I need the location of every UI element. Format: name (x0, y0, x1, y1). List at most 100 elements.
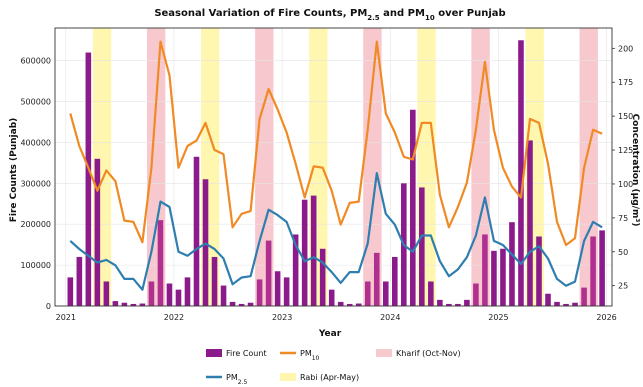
fire-count-bar-57 (581, 287, 587, 306)
fire-count-bar-45 (473, 283, 479, 306)
y-left-tick-label-6: 600000 (20, 57, 51, 66)
fire-count-bar-13 (184, 277, 191, 306)
legend-item-pm10: PM10 (280, 349, 320, 362)
fire-count-bar-32 (355, 303, 362, 306)
fire-count-bar-56 (572, 302, 578, 306)
fire-count-bar-48 (500, 248, 506, 306)
title-sub-1: 2.5 (367, 14, 380, 22)
legend-label-pm10: PM10 (300, 349, 320, 362)
fire-count-bar-2 (85, 52, 92, 306)
chart-title: Seasonal Variation of Fire Counts, PM2.5… (154, 8, 505, 22)
fire-count-bar-4 (103, 281, 110, 306)
x-tick-label-4: 2025 (488, 313, 508, 322)
fire-count-bar-51 (527, 140, 533, 306)
fire-count-bar-42 (446, 303, 452, 306)
fire-count-bar-46 (482, 234, 488, 306)
fire-count-bar-38 (410, 109, 416, 306)
fire-count-bar-22 (265, 240, 272, 306)
y-left-axis-label: Fire Counts (Punjab) (9, 118, 19, 223)
fire-count-bar-27 (310, 195, 317, 306)
legend-item-pm25: PM2.5 (206, 373, 247, 386)
fire-count-bar-14 (193, 156, 200, 306)
x-axis-label: Year (318, 329, 342, 339)
fire-count-bar-54 (554, 301, 560, 306)
y-right-tick-label-1: 50 (618, 248, 628, 257)
fire-count-bar-33 (364, 281, 371, 306)
fire-count-bar-16 (211, 256, 218, 306)
y-right-tick-label-2: 75 (618, 214, 628, 223)
pm25-series-line (69, 172, 603, 291)
fire-count-bar-58 (590, 236, 596, 306)
fire-count-bar-39 (419, 187, 425, 306)
fire-count-bar-35 (382, 281, 389, 306)
legend-label-pm25: PM2.5 (226, 373, 247, 386)
y-right-tick-label-6: 175 (618, 78, 633, 87)
fire-count-bar-47 (491, 250, 497, 306)
legend-label-fire-count: Fire Count (226, 349, 267, 358)
fire-count-bar-19 (238, 303, 245, 306)
fire-count-bar-29 (328, 289, 335, 306)
fire-count-bar-30 (337, 301, 344, 306)
fire-count-bar-5 (112, 301, 119, 306)
y-right-tick-label-0: 25 (618, 282, 628, 291)
fire-count-bar-21 (256, 279, 263, 306)
y-right-axis-label: Concentration (µg/m³) (630, 114, 640, 227)
y-left-tick-label-5: 500000 (20, 98, 51, 107)
fire-count-bar-6 (121, 302, 128, 306)
x-tick-label-1: 2022 (164, 313, 184, 322)
fire-count-bar-3 (94, 158, 101, 306)
plot-frame (54, 27, 613, 307)
kharif-band-1 (255, 28, 274, 306)
y-right-tick-label-5: 150 (618, 112, 633, 121)
fire-count-bar-0 (67, 277, 74, 306)
fire-count-bar-53 (545, 293, 551, 306)
legend-label-rabi: Rabi (Apr-May) (300, 373, 359, 382)
pm10-series-line (69, 40, 603, 247)
fire-count-bar-1 (76, 256, 83, 306)
fire-count-bar-20 (247, 302, 254, 306)
fire-count-bar-28 (319, 248, 326, 306)
fire-count-bar-12 (175, 289, 182, 306)
x-tick-label-2: 2023 (272, 313, 292, 322)
y-left-tick-label-3: 300000 (20, 179, 51, 188)
legend-swatch-rabi (280, 373, 296, 381)
title-part-3: over Punjab (435, 8, 506, 19)
fire-count-bar-24 (283, 277, 290, 306)
fire-count-bar-43 (455, 303, 461, 306)
fire-count-bar-50 (518, 40, 524, 306)
legend-label-kharif: Kharif (Oct-Nov) (396, 349, 461, 358)
fire-count-bar-41 (437, 299, 443, 306)
x-tick-label-0: 2021 (56, 313, 76, 322)
y-left-tick-label-4: 400000 (20, 138, 51, 147)
legend-swatch-kharif (376, 349, 392, 357)
fire-count-bar-40 (428, 281, 434, 306)
fire-count-bar-55 (563, 303, 569, 306)
y-left-tick-label-2: 200000 (20, 220, 51, 229)
fire-count-bar-36 (391, 256, 398, 306)
fire-count-bar-18 (229, 301, 236, 306)
fire-count-bar-25 (292, 234, 299, 306)
legend: Fire Count PM10 Kharif (Oct-Nov) PM2.5 R… (206, 349, 461, 386)
fire-count-bar-34 (373, 252, 380, 306)
plot-area: 0 100000 200000 300000 400000 500000 600000 202… (20, 27, 633, 322)
fire-count-bar-26 (301, 199, 308, 306)
fire-count-bar-44 (464, 299, 470, 306)
fire-count-bar-52 (536, 236, 542, 306)
y-left-tick-label-1: 100000 (20, 261, 51, 270)
legend-item-kharif: Kharif (Oct-Nov) (376, 349, 461, 358)
y-right-tick-label-4: 125 (618, 146, 633, 155)
fire-count-bar-7 (130, 303, 137, 306)
legend-item-fire-count: Fire Count (206, 349, 267, 358)
fire-count-bar-49 (509, 222, 515, 306)
title-part-2: and PM (380, 8, 425, 19)
y-right-tick-label-3: 100 (618, 180, 633, 189)
title-part-1: Seasonal Variation of Fire Counts, PM (154, 8, 367, 19)
fire-count-bar-31 (346, 303, 353, 306)
legend-item-rabi: Rabi (Apr-May) (280, 373, 359, 382)
legend-swatch-fire-count (206, 349, 222, 357)
title-sub-2: 10 (425, 14, 435, 22)
x-tick-label-5: 2026 (596, 313, 616, 322)
fire-count-bar-11 (166, 283, 173, 306)
fire-count-bar-8 (139, 303, 146, 306)
